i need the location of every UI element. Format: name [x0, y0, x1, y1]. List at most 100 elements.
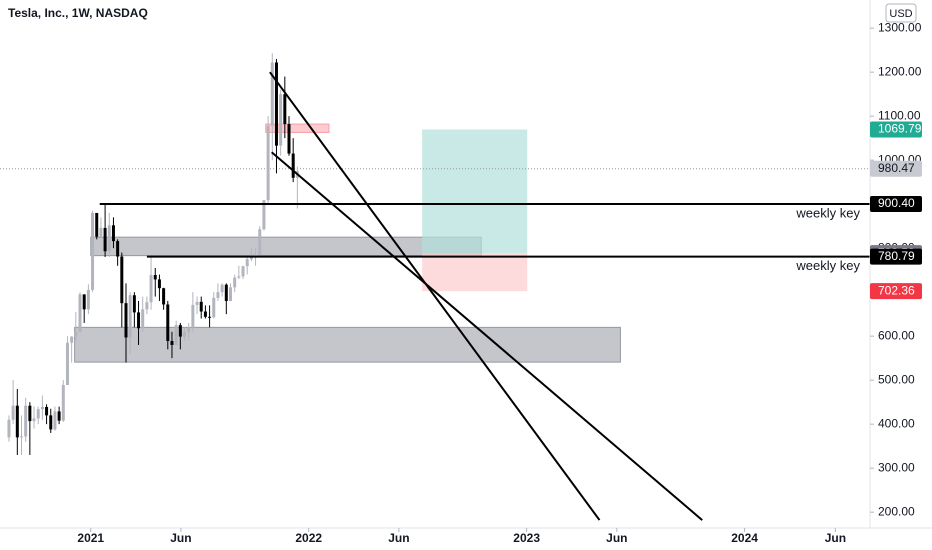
candle-body — [212, 297, 216, 318]
position-loss — [422, 253, 528, 292]
candle-body — [233, 277, 237, 288]
price-label: 980.47 — [878, 161, 915, 175]
candle-body — [57, 411, 61, 421]
trend-line — [271, 151, 703, 521]
candle-body — [11, 405, 15, 420]
candle-body — [74, 332, 78, 337]
candle-body — [141, 309, 145, 329]
price-label: 702.36 — [878, 283, 915, 297]
candle-body — [65, 342, 69, 385]
candle-body — [91, 212, 95, 290]
candle-body — [19, 436, 23, 438]
position-profit — [422, 129, 528, 254]
candle-body — [7, 419, 11, 438]
candle-body — [270, 62, 274, 126]
price-label-box — [870, 248, 922, 265]
candle-body — [36, 409, 40, 419]
candle-body — [283, 94, 287, 125]
candle-body — [86, 289, 90, 310]
currency-box[interactable] — [885, 3, 917, 23]
price-label: 780.79 — [878, 249, 915, 263]
y-tick-label: 1100.00 — [878, 108, 921, 122]
plot-area: weekly key weekly key — [0, 53, 870, 521]
candle-body — [183, 332, 187, 337]
candle-body — [178, 325, 182, 337]
candle-body — [220, 284, 224, 293]
x-tick-label: 2021 — [77, 531, 104, 545]
candle-body — [45, 407, 49, 416]
y-tick-label: 400.00 — [878, 416, 915, 430]
candle-body — [82, 294, 86, 310]
candle-body — [162, 288, 166, 305]
candle-body — [203, 311, 207, 317]
candle-body — [116, 241, 120, 257]
candle-body — [28, 405, 32, 422]
candle-body — [111, 225, 115, 242]
price-label-box — [870, 195, 922, 212]
candle-body — [120, 256, 124, 304]
x-tick-label: 2023 — [513, 531, 540, 545]
candle-body — [262, 200, 266, 230]
candle-body — [153, 275, 157, 280]
trend-line — [269, 71, 601, 521]
candle-body — [145, 302, 149, 310]
axes: 200.00300.00400.00500.00600.00700.00800.… — [77, 20, 922, 545]
x-tick-label: Jun — [825, 531, 846, 545]
candle-body — [124, 303, 128, 338]
candle-body — [224, 284, 228, 301]
candle-body — [274, 62, 278, 146]
y-tick-label: 500.00 — [878, 372, 915, 386]
candle-body — [241, 266, 245, 277]
candle-body — [249, 256, 253, 260]
currency: USD — [889, 8, 912, 20]
price-label-box — [870, 121, 922, 138]
candle-body — [195, 301, 199, 305]
price-label-box — [870, 160, 922, 177]
y-tick-label: 200.00 — [878, 504, 915, 518]
candle-body — [40, 407, 44, 410]
y-tick-label: 1300.00 — [878, 20, 922, 34]
candle-body — [174, 325, 178, 345]
candle-body — [291, 153, 295, 178]
candle-body — [279, 94, 283, 146]
price-label-box — [870, 283, 922, 300]
x-tick-label: Jun — [606, 531, 627, 545]
candle-body — [15, 405, 19, 438]
candle-body — [107, 225, 111, 252]
candle-body — [166, 304, 170, 341]
key-level-text: weekly key — [795, 205, 860, 220]
y-tick-label: 1200.00 — [878, 64, 922, 78]
candle-body — [49, 415, 53, 430]
candle-body — [132, 295, 136, 313]
candle-body — [237, 276, 241, 278]
key-level-text: weekly key — [795, 258, 860, 273]
candle-body — [137, 312, 141, 329]
x-tick-label: Jun — [170, 531, 191, 545]
x-tick-label: 2024 — [731, 531, 758, 545]
candle-body — [187, 327, 191, 333]
candle-body — [61, 385, 65, 421]
price-label: 900.40 — [878, 196, 915, 210]
candle-body — [78, 294, 82, 333]
x-tick-label: 2022 — [295, 531, 322, 545]
candle-body — [95, 212, 99, 237]
candle-body — [53, 411, 57, 430]
y-tick-label: 600.00 — [878, 328, 915, 342]
candle-body — [99, 227, 103, 237]
candle-body — [258, 229, 262, 255]
zone — [74, 326, 621, 363]
candle-body — [157, 279, 161, 289]
candle-body — [199, 301, 203, 312]
candle-body — [70, 336, 74, 343]
candle-body — [266, 125, 270, 201]
candle-body — [149, 275, 153, 303]
y-tick-label: 300.00 — [878, 460, 915, 474]
candle-body — [208, 316, 212, 318]
candle-body — [170, 341, 174, 345]
candle-body — [128, 295, 132, 338]
candle-body — [245, 259, 249, 267]
price-label: 1069.79 — [878, 122, 922, 136]
candle-body — [32, 418, 36, 422]
